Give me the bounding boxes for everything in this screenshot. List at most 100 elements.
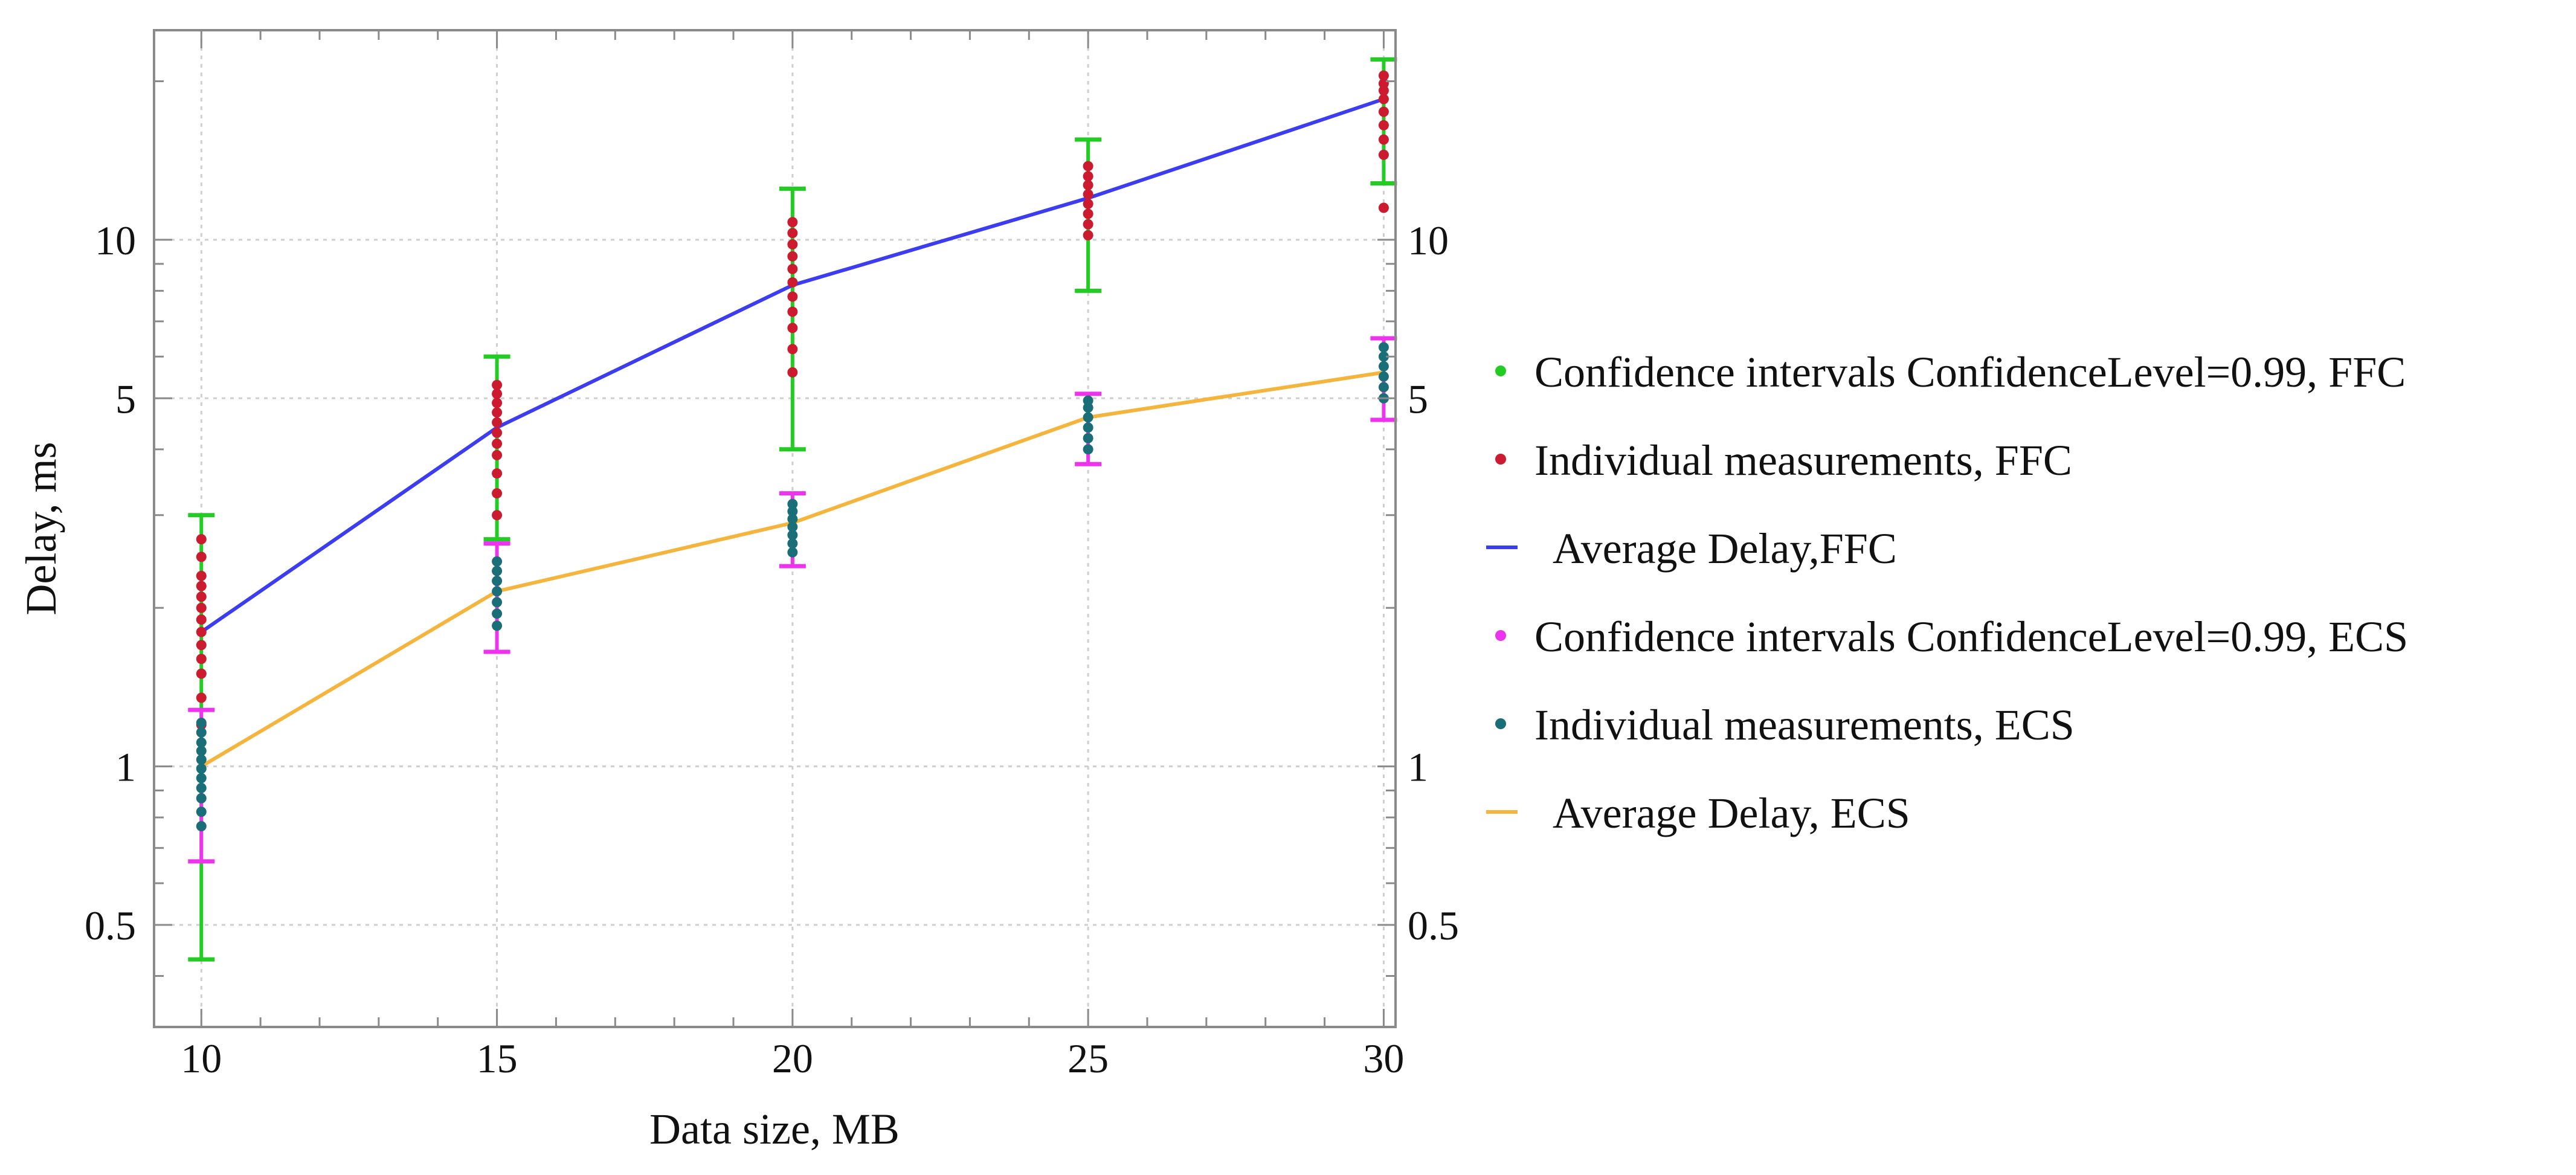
measurement-point-ecs <box>196 773 207 784</box>
x-tick-label-15: 15 <box>477 1035 518 1081</box>
measurement-point-ecs <box>1083 444 1093 455</box>
measurement-point-ffc <box>1083 189 1093 200</box>
measurement-point-ecs <box>492 556 503 567</box>
measurement-point-ecs <box>787 506 798 517</box>
measurement-point-ffc <box>1378 120 1389 130</box>
measurement-point-ffc <box>787 217 798 228</box>
measurement-point-ffc <box>787 228 798 239</box>
legend-marker-dot <box>1495 365 1506 376</box>
measurement-point-ecs <box>1083 395 1093 406</box>
measurement-point-ecs <box>492 565 503 576</box>
legend-marker-dot <box>1495 630 1506 641</box>
measurement-point-ffc <box>1378 106 1389 117</box>
legend-label: Individual measurements, ECS <box>1534 701 2075 749</box>
measurement-point-ffc <box>196 534 207 545</box>
measurement-point-ffc <box>492 398 503 408</box>
measurement-point-ecs <box>196 763 207 774</box>
measurement-point-ffc <box>1378 70 1389 81</box>
measurement-point-ffc <box>196 570 207 581</box>
measurement-point-ffc <box>196 626 207 637</box>
measurement-point-ecs <box>1378 351 1389 362</box>
legend-item-4: Confidence intervals ConfidenceLevel=0.9… <box>1495 613 2408 661</box>
x-tick-label-10: 10 <box>181 1035 222 1081</box>
y-tick-label-right-10: 10 <box>1408 217 1449 263</box>
measurement-point-ecs <box>492 597 503 608</box>
measurement-point-ffc <box>787 344 798 355</box>
measurement-point-ecs <box>1378 342 1389 353</box>
y-tick-label-left-1: 1 <box>115 744 136 790</box>
measurement-point-ffc <box>196 614 207 625</box>
measurement-point-ffc <box>1378 149 1389 160</box>
measurement-point-ffc <box>1083 219 1093 230</box>
x-tick-label-25: 25 <box>1067 1035 1109 1081</box>
measurement-point-ecs <box>787 498 798 509</box>
legend-label: Individual measurements, FFC <box>1534 436 2072 484</box>
measurement-point-ffc <box>492 407 503 418</box>
legend-label: Average Delay, ECS <box>1553 789 1910 837</box>
measurement-point-ffc <box>196 640 207 651</box>
measurement-point-ffc <box>196 654 207 665</box>
measurement-point-ecs <box>196 737 207 748</box>
legend-item-6: Average Delay, ECS <box>1486 789 1910 837</box>
measurement-point-ffc <box>787 367 798 378</box>
measurement-point-ffc <box>1083 161 1093 172</box>
x-tick-label-30: 30 <box>1363 1035 1404 1081</box>
measurement-point-ecs <box>196 727 207 738</box>
axis-ticks <box>154 30 1396 1027</box>
y-tick-label-left-0.5: 0.5 <box>85 903 136 948</box>
measurement-point-ffc <box>787 306 798 317</box>
measurement-point-ffc <box>787 291 798 302</box>
measurement-point-ecs <box>787 521 798 532</box>
legend-label: Average Delay,FFC <box>1553 524 1897 573</box>
tick-labels: 10 15 20 25 300.5 0.51 15 510 10 <box>85 217 1459 1081</box>
measurement-point-ffc <box>196 692 207 703</box>
measurement-point-ffc <box>787 239 798 250</box>
measurement-point-ecs <box>196 754 207 765</box>
measurement-point-ffc <box>492 438 503 449</box>
legend-label: Confidence intervals ConfidenceLevel=0.9… <box>1534 348 2406 396</box>
measurement-point-ffc <box>492 468 503 479</box>
measurement-point-ecs <box>787 538 798 549</box>
measurement-point-ffc <box>1083 179 1093 190</box>
measurement-point-ecs <box>1083 412 1093 423</box>
individual-measurements <box>196 70 1389 832</box>
measurement-point-ecs <box>787 530 798 541</box>
measurement-point-ffc <box>787 323 798 333</box>
measurement-point-ecs <box>1378 382 1389 393</box>
measurement-point-ecs <box>787 513 798 524</box>
measurement-point-ecs <box>196 793 207 803</box>
measurement-point-ffc <box>1378 202 1389 213</box>
measurement-point-ecs <box>1083 433 1093 443</box>
measurement-point-ffc <box>196 668 207 679</box>
legend-item-3: Average Delay,FFC <box>1486 524 1897 573</box>
legend-item-2: Individual measurements, FFC <box>1495 436 2072 484</box>
measurement-point-ffc <box>1378 85 1389 96</box>
measurement-point-ffc <box>492 417 503 428</box>
measurement-point-ecs <box>1378 361 1389 372</box>
measurement-point-ecs <box>196 806 207 817</box>
measurement-point-ffc <box>492 449 503 460</box>
legend-item-1: Confidence intervals ConfidenceLevel=0.9… <box>1495 348 2406 396</box>
x-axis-title: Data size, MB <box>649 1105 900 1153</box>
legend-marker-dot <box>1495 718 1506 729</box>
y-tick-label-right-1: 1 <box>1408 744 1428 790</box>
measurement-point-ecs <box>196 745 207 756</box>
measurement-point-ffc <box>492 488 503 499</box>
measurement-point-ecs <box>196 717 207 728</box>
legend-marker-dot <box>1495 454 1506 465</box>
measurement-point-ffc <box>492 427 503 438</box>
measurement-point-ecs <box>196 821 207 832</box>
measurement-point-ecs <box>492 608 503 619</box>
measurement-point-ecs <box>492 586 503 597</box>
measurement-point-ffc <box>1083 171 1093 182</box>
measurement-point-ffc <box>1378 134 1389 145</box>
y-tick-label-left-5: 5 <box>115 376 136 422</box>
measurement-point-ffc <box>1378 94 1389 105</box>
measurement-point-ffc <box>492 379 503 390</box>
measurement-point-ecs <box>1378 371 1389 382</box>
measurement-point-ffc <box>787 263 798 274</box>
measurement-point-ffc <box>1083 230 1093 240</box>
y-tick-label-left-10: 10 <box>95 217 136 263</box>
measurement-point-ecs <box>492 620 503 631</box>
